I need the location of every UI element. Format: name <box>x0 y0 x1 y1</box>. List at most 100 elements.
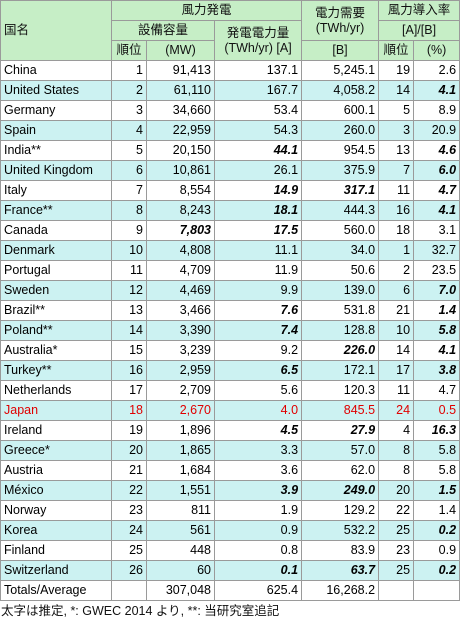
country-cell: United Kingdom <box>0 160 112 181</box>
rank-cell: 22 <box>111 480 147 501</box>
generation-cell: 53.4 <box>213 100 303 121</box>
penetration-pct-cell: 1.4 <box>413 500 461 521</box>
demand-cell: 954.5 <box>301 140 380 161</box>
country-cell: United States <box>0 80 112 101</box>
country-cell: Brazil** <box>0 300 112 321</box>
penetration-pct-cell: 4.1 <box>413 200 461 221</box>
header-penetration-formula: [A]/[B] <box>378 20 461 41</box>
generation-cell: 9.2 <box>213 340 303 361</box>
country-cell: Japan <box>0 400 112 421</box>
table-row-mexico: México 22 1,551 3.9 249.0 20 1.5 <box>0 480 461 501</box>
capacity-cell: 7,803 <box>146 220 215 241</box>
table-row-ireland: Ireland 19 1,896 4.5 27.9 4 16.3 <box>0 420 461 441</box>
country-cell: France** <box>0 200 112 221</box>
demand-cell: 249.0 <box>301 480 380 501</box>
generation-cell: 11.1 <box>213 240 303 261</box>
rank-cell: 20 <box>111 440 147 461</box>
table-row-korea: Korea 24 561 0.9 532.2 25 0.2 <box>0 520 461 541</box>
capacity-cell: 561 <box>146 520 215 541</box>
generation-cell: 1.9 <box>213 500 303 521</box>
penetration-pct-cell: 1.5 <box>413 480 461 501</box>
demand-cell: 50.6 <box>301 260 380 281</box>
capacity-cell: 10,861 <box>146 160 215 181</box>
penetration-pct-cell: 4.6 <box>413 140 461 161</box>
capacity-cell: 448 <box>146 540 215 561</box>
demand-cell: 845.5 <box>301 400 380 421</box>
rank-cell: 12 <box>111 280 147 301</box>
penetration-pct-cell: 7.0 <box>413 280 461 301</box>
capacity-cell: 1,551 <box>146 480 215 501</box>
generation-cell: 0.1 <box>213 560 303 581</box>
country-cell: Portugal <box>0 260 112 281</box>
penetration-pct-cell: 2.6 <box>413 60 461 81</box>
penetration-pct-cell: 5.8 <box>413 320 461 341</box>
penetration-pct-cell: 3.1 <box>413 220 461 241</box>
table-row-france: France** 8 8,243 18.1 444.3 16 4.1 <box>0 200 461 221</box>
generation-cell: 54.3 <box>213 120 303 141</box>
country-cell: Spain <box>0 120 112 141</box>
generation-cell: 137.1 <box>213 60 303 81</box>
generation-cell: 18.1 <box>213 200 303 221</box>
table-row-poland: Poland** 14 3,390 7.4 128.8 10 5.8 <box>0 320 461 341</box>
demand-cell: 531.8 <box>301 300 380 321</box>
generation-cell: 9.9 <box>213 280 303 301</box>
header-penetration: 風力導入率 <box>378 0 461 21</box>
rank-cell: 24 <box>111 520 147 541</box>
header-country: 国名 <box>0 0 112 61</box>
generation-cell: 0.8 <box>213 540 303 561</box>
penetration-pct-cell: 0.2 <box>413 560 461 581</box>
generation-cell: 7.6 <box>213 300 303 321</box>
rank-cell: 13 <box>111 300 147 321</box>
table-row-brazil: Brazil** 13 3,466 7.6 531.8 21 1.4 <box>0 300 461 321</box>
country-cell: México <box>0 480 112 501</box>
rank-cell: 7 <box>111 180 147 201</box>
demand-cell: 27.9 <box>301 420 380 441</box>
country-cell: Sweden <box>0 280 112 301</box>
penetration-pct-cell: 3.8 <box>413 360 461 381</box>
penetration-rank-cell: 13 <box>378 140 415 161</box>
country-cell: Australia* <box>0 340 112 361</box>
rank-cell: 15 <box>111 340 147 361</box>
country-cell: China <box>0 60 112 81</box>
generation-cell: 17.5 <box>213 220 303 241</box>
capacity-cell: 34,660 <box>146 100 215 121</box>
demand-cell: 4,058.2 <box>301 80 380 101</box>
penetration-rank-cell: 8 <box>378 440 415 461</box>
country-cell: Denmark <box>0 240 112 261</box>
country-cell: Poland** <box>0 320 112 341</box>
rank-cell: 14 <box>111 320 147 341</box>
table-row-germany: Germany 3 34,660 53.4 600.1 5 8.9 <box>0 100 461 121</box>
capacity-cell: 1,896 <box>146 420 215 441</box>
demand-cell: 260.0 <box>301 120 380 141</box>
header-percent: (%) <box>413 40 461 61</box>
demand-cell: 120.3 <box>301 380 380 401</box>
demand-cell: 600.1 <box>301 100 380 121</box>
penetration-rank-cell: 19 <box>378 60 415 81</box>
table-row-denmark: Denmark 10 4,808 11.1 34.0 1 32.7 <box>0 240 461 261</box>
demand-cell: 63.7 <box>301 560 380 581</box>
rank-cell: 21 <box>111 460 147 481</box>
country-cell: Turkey** <box>0 360 112 381</box>
header-penetration-rank: 順位 <box>378 40 415 61</box>
generation-cell: 4.0 <box>213 400 303 421</box>
capacity-cell: 1,865 <box>146 440 215 461</box>
demand-cell: 62.0 <box>301 460 380 481</box>
header-capacity-unit: (MW) <box>146 40 215 61</box>
generation-cell: 3.6 <box>213 460 303 481</box>
capacity-cell: 61,110 <box>146 80 215 101</box>
country-cell: Ireland <box>0 420 112 441</box>
rank-cell: 23 <box>111 500 147 521</box>
demand-cell: 57.0 <box>301 440 380 461</box>
penetration-pct-cell: 5.8 <box>413 440 461 461</box>
penetration-pct-cell: 1.4 <box>413 300 461 321</box>
capacity-cell: 91,413 <box>146 60 215 81</box>
rank-cell: 3 <box>111 100 147 121</box>
penetration-rank-cell: 10 <box>378 320 415 341</box>
table-row-canada: Canada 9 7,803 17.5 560.0 18 3.1 <box>0 220 461 241</box>
header-generation: 発電電力量 (TWh/yr) [A] <box>213 20 303 61</box>
rank-cell: 25 <box>111 540 147 561</box>
rank-cell: 4 <box>111 120 147 141</box>
penetration-rank-cell: 11 <box>378 180 415 201</box>
country-cell: India** <box>0 140 112 161</box>
